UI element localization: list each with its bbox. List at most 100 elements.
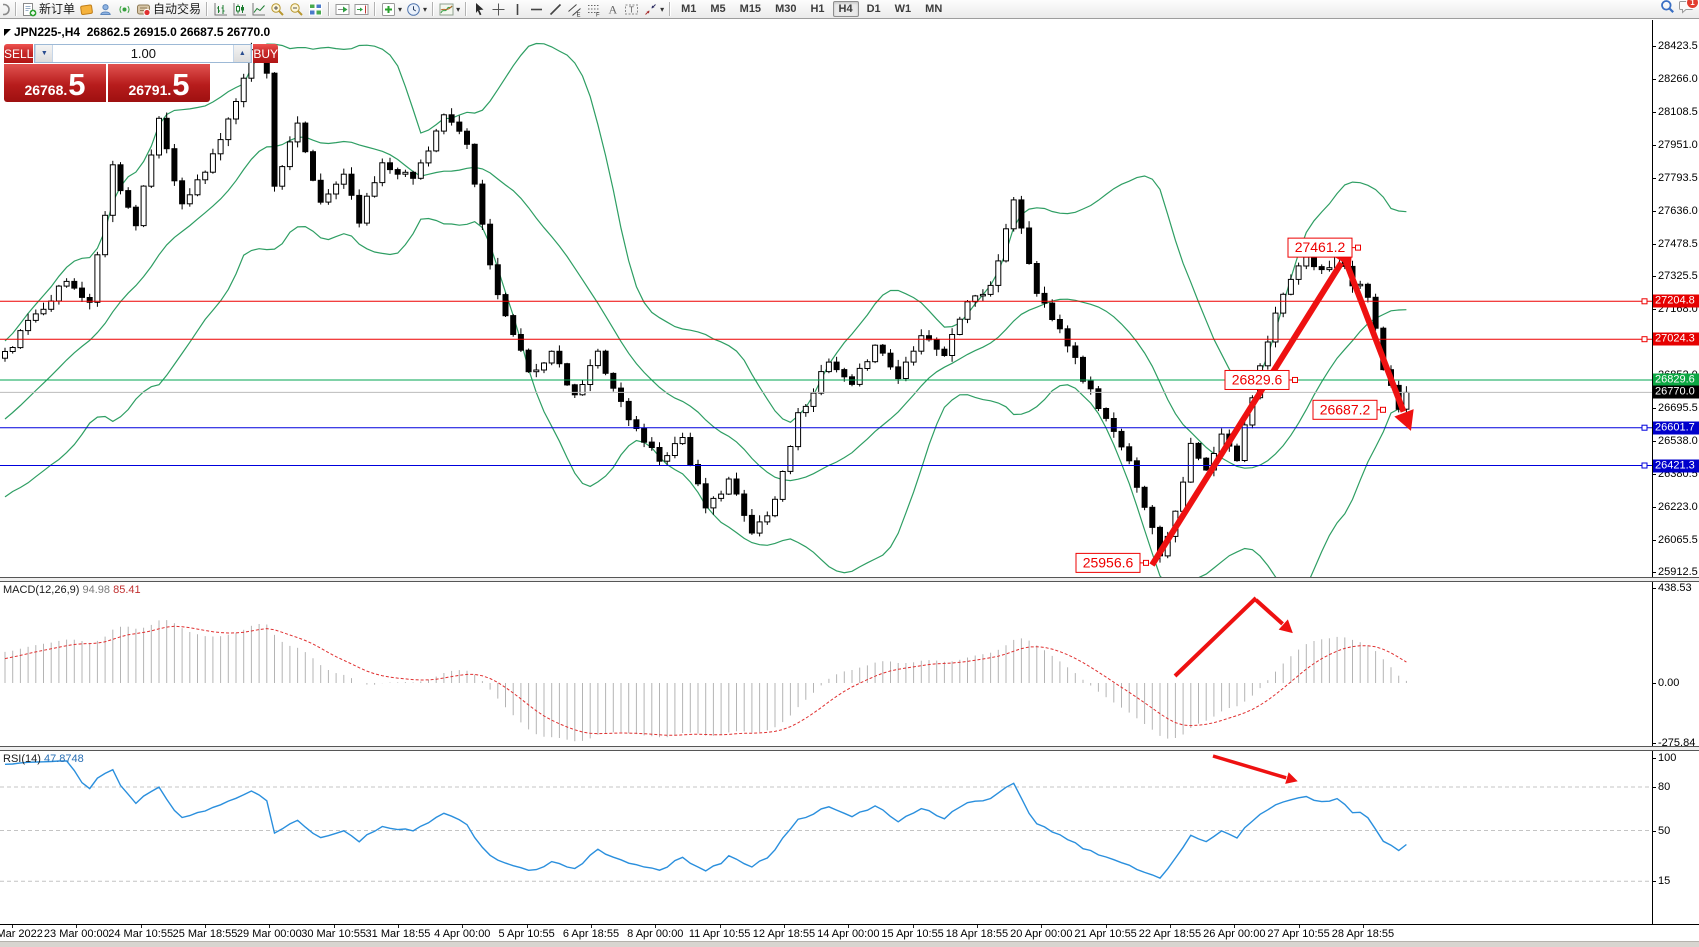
request-quote-button[interactable] (96, 1, 115, 18)
time-axis-label: 14 Apr 00:00 (817, 928, 880, 940)
price-tick-label: 438.53 (1658, 582, 1692, 594)
price-tick-mark (1652, 211, 1656, 212)
volume-increase-button[interactable]: ▲ (233, 45, 252, 62)
sell-price[interactable]: 26768. 5 (4, 64, 106, 102)
partial-icon[interactable] (1, 1, 12, 18)
price-callout[interactable]: 25956.6 (1075, 552, 1149, 573)
timeframe-button-m5[interactable]: M5 (710, 3, 726, 15)
price-tick-label: 28108.5 (1658, 106, 1698, 118)
window-bottom-edge (0, 941, 1699, 947)
text-label-button[interactable]: T (622, 1, 641, 18)
volume-decrease-button[interactable]: ▼ (35, 45, 54, 62)
horizontal-line-button[interactable] (527, 1, 546, 18)
trend-arrow-head (1278, 619, 1293, 634)
time-axis-label: 5 Apr 10:55 (498, 928, 555, 940)
price-tick-mark (1652, 46, 1656, 47)
notifications-button[interactable]: 1 (1679, 0, 1699, 19)
pane-splitter-rsi[interactable] (0, 746, 1699, 751)
time-axis-label: 4 Apr 00:00 (434, 928, 491, 940)
trend-arrow[interactable] (1149, 261, 1344, 567)
timeframe-button-w1[interactable]: W1 (894, 3, 912, 15)
price-tick-mark (1652, 540, 1656, 542)
price-callout[interactable]: 26687.2 (1312, 399, 1386, 420)
trend-arrow[interactable] (1254, 598, 1284, 626)
sell-button[interactable]: SELL (4, 44, 34, 63)
chart-symbol-period: JPN225-,H4 (14, 25, 81, 39)
bar-chart-button[interactable] (211, 1, 230, 18)
price-tick-mark (1652, 79, 1656, 80)
chart-shift-button[interactable] (352, 1, 371, 18)
period-button[interactable]: ▾ (404, 1, 429, 18)
price-callout[interactable]: 26829.6 (1224, 369, 1298, 390)
price-tick-label: 27325.5 (1658, 270, 1698, 283)
crosshair-icon (491, 2, 506, 17)
fibonacci-button[interactable]: F (584, 1, 603, 18)
line-chart-button[interactable] (249, 1, 268, 18)
equidistant-channel-button[interactable]: E (565, 1, 584, 18)
rsi-indicator-pane[interactable] (0, 751, 1652, 924)
svg-text:A: A (609, 2, 618, 16)
arrows-button[interactable]: ▾ (641, 1, 666, 18)
time-tick-mark (655, 925, 657, 928)
macd-indicator-pane[interactable] (0, 582, 1652, 746)
timeframe-button-mn[interactable]: MN (925, 3, 943, 15)
price-scale[interactable] (1652, 20, 1699, 924)
time-tick-mark (140, 925, 142, 928)
trend-arrow[interactable] (1212, 754, 1287, 780)
buy-button[interactable]: BUY (253, 44, 279, 63)
signals-button[interactable] (115, 1, 134, 18)
chart-profile-button[interactable]: ▾ (437, 1, 462, 18)
trendline-button[interactable] (546, 1, 565, 18)
new-order-button[interactable]: 新订单 (20, 1, 77, 18)
dropdown-caret-icon[interactable]: ▾ (456, 4, 461, 14)
cursor-button[interactable] (470, 1, 489, 18)
zoom-in-button[interactable] (268, 1, 287, 18)
dropdown-caret-icon[interactable]: ▾ (398, 4, 403, 14)
price-tick-label: 28423.5 (1658, 40, 1698, 52)
pane-splitter-macd[interactable] (0, 577, 1699, 582)
macd-signal-value: 85.41 (113, 584, 141, 596)
add-indicator-button[interactable]: ▾ (379, 1, 404, 18)
price-tick-mark (1652, 145, 1656, 146)
main-price-chart[interactable]: 27461.2 26829.6 26687.2 25956.6 (0, 20, 1652, 577)
search-icon[interactable] (1660, 0, 1675, 19)
candlestick-chart-button[interactable] (230, 1, 249, 18)
candlestick-chart-icon (232, 2, 247, 17)
toolbar-separator (374, 2, 377, 16)
timeframe-button-m1[interactable]: M1 (681, 3, 697, 15)
chart-title: JPN225-,H4 26862.5 26915.0 26687.5 26770… (14, 25, 270, 39)
crosshair-button[interactable] (489, 1, 508, 18)
auto-trading-button[interactable]: 自动交易 (134, 1, 203, 18)
trend-arrow[interactable] (1340, 252, 1407, 413)
timeframe-button-h4[interactable]: H4 (832, 1, 859, 17)
timeframe-button-h1[interactable]: H1 (810, 3, 825, 15)
time-tick-mark (526, 925, 528, 928)
price-level-chip: 27024.3 (1653, 332, 1699, 346)
timeframe-button-d1[interactable]: D1 (866, 3, 881, 15)
time-tick-mark (462, 925, 464, 928)
time-axis-label: 21 Mar 2022 (0, 928, 43, 940)
dropdown-caret-icon[interactable]: ▾ (660, 4, 665, 14)
time-axis-label: 25 Mar 18:55 (172, 928, 238, 940)
timeframe-button-m15[interactable]: M15 (739, 3, 762, 15)
zoom-out-button[interactable] (287, 1, 306, 18)
tile-windows-button[interactable] (306, 1, 325, 18)
open-chart-button[interactable] (77, 1, 96, 18)
auto-scroll-button[interactable] (333, 1, 352, 18)
volume-input[interactable] (53, 45, 234, 62)
vertical-line-button[interactable] (508, 1, 527, 18)
price-tick-mark (1652, 758, 1656, 759)
price-tick-label: -275.84 (1658, 736, 1696, 749)
text-button[interactable]: A (603, 1, 622, 18)
time-tick-mark (912, 925, 914, 928)
dropdown-caret-icon[interactable]: ▾ (423, 4, 428, 14)
price-tick-mark (1652, 276, 1656, 278)
timeframe-button-m30[interactable]: M30 (775, 3, 797, 15)
rsi-label-row: RSI(14) 47.8748 (3, 753, 84, 765)
trend-arrow[interactable] (1173, 596, 1258, 678)
price-callout[interactable]: 27461.2 (1287, 237, 1361, 258)
svg-text:25956.6: 25956.6 (1083, 554, 1134, 570)
arrows-icon (643, 2, 658, 17)
buy-price[interactable]: 26791. 5 (108, 64, 210, 102)
